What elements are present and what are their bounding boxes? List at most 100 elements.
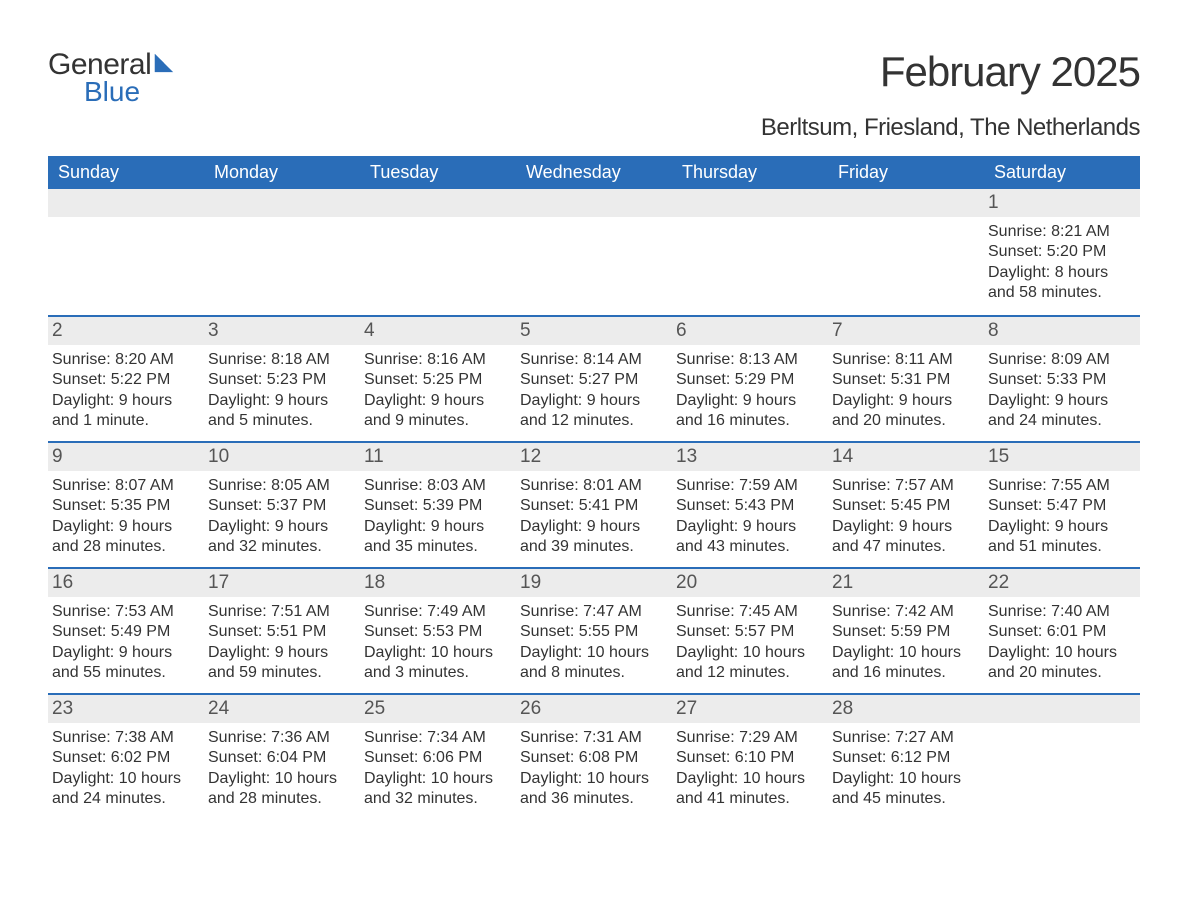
sunset-line: Sunset: 5:25 PM [364,370,510,390]
day-header: Friday [828,156,984,189]
sunset-line: Sunset: 5:57 PM [676,622,822,642]
day-body: Sunrise: 8:18 AMSunset: 5:23 PMDaylight:… [204,345,360,432]
day-body: Sunrise: 7:49 AMSunset: 5:53 PMDaylight:… [360,597,516,684]
calendar-cell: 9Sunrise: 8:07 AMSunset: 5:35 PMDaylight… [48,441,204,567]
calendar-cell: 4Sunrise: 8:16 AMSunset: 5:25 PMDaylight… [360,315,516,441]
sunrise-line: Sunrise: 8:20 AM [52,350,198,370]
calendar-cell [48,189,204,315]
daylight-line: Daylight: 9 hours and 5 minutes. [208,391,354,432]
daylight-line: Daylight: 9 hours and 28 minutes. [52,517,198,558]
calendar-cell: 26Sunrise: 7:31 AMSunset: 6:08 PMDayligh… [516,693,672,819]
calendar-cell: 18Sunrise: 7:49 AMSunset: 5:53 PMDayligh… [360,567,516,693]
sunset-line: Sunset: 5:53 PM [364,622,510,642]
logo: General Blue [48,48,175,108]
daylight-line: Daylight: 8 hours and 58 minutes. [988,263,1134,304]
day-body: Sunrise: 7:29 AMSunset: 6:10 PMDaylight:… [672,723,828,810]
sunrise-line: Sunrise: 7:38 AM [52,728,198,748]
day-body: Sunrise: 8:09 AMSunset: 5:33 PMDaylight:… [984,345,1140,432]
calendar-cell: 19Sunrise: 7:47 AMSunset: 5:55 PMDayligh… [516,567,672,693]
calendar-cell [672,189,828,315]
day-header: Tuesday [360,156,516,189]
calendar-cell [984,693,1140,819]
day-number [204,189,360,217]
sunrise-line: Sunrise: 7:34 AM [364,728,510,748]
calendar-cell: 12Sunrise: 8:01 AMSunset: 5:41 PMDayligh… [516,441,672,567]
sunset-line: Sunset: 6:10 PM [676,748,822,768]
calendar-cell: 5Sunrise: 8:14 AMSunset: 5:27 PMDaylight… [516,315,672,441]
calendar-cell: 21Sunrise: 7:42 AMSunset: 5:59 PMDayligh… [828,567,984,693]
daylight-line: Daylight: 10 hours and 24 minutes. [52,769,198,810]
day-body: Sunrise: 8:11 AMSunset: 5:31 PMDaylight:… [828,345,984,432]
daylight-line: Daylight: 10 hours and 45 minutes. [832,769,978,810]
sunset-line: Sunset: 6:04 PM [208,748,354,768]
daylight-line: Daylight: 9 hours and 20 minutes. [832,391,978,432]
daylight-line: Daylight: 9 hours and 1 minute. [52,391,198,432]
daylight-line: Daylight: 10 hours and 28 minutes. [208,769,354,810]
calendar-cell: 10Sunrise: 8:05 AMSunset: 5:37 PMDayligh… [204,441,360,567]
calendar-table: SundayMondayTuesdayWednesdayThursdayFrid… [48,156,1140,819]
day-number: 10 [204,443,360,471]
daylight-line: Daylight: 9 hours and 35 minutes. [364,517,510,558]
day-body: Sunrise: 7:55 AMSunset: 5:47 PMDaylight:… [984,471,1140,558]
day-body: Sunrise: 8:07 AMSunset: 5:35 PMDaylight:… [48,471,204,558]
sunset-line: Sunset: 5:22 PM [52,370,198,390]
daylight-line: Daylight: 9 hours and 24 minutes. [988,391,1134,432]
header: General Blue February 2025 Berltsum, Fri… [48,48,1140,142]
daylight-line: Daylight: 10 hours and 36 minutes. [520,769,666,810]
sunrise-line: Sunrise: 8:18 AM [208,350,354,370]
sunrise-line: Sunrise: 8:05 AM [208,476,354,496]
day-number: 28 [828,695,984,723]
logo-text-blue: Blue [84,76,175,108]
day-number: 5 [516,317,672,345]
calendar-cell: 28Sunrise: 7:27 AMSunset: 6:12 PMDayligh… [828,693,984,819]
day-header: Monday [204,156,360,189]
daylight-line: Daylight: 9 hours and 43 minutes. [676,517,822,558]
daylight-line: Daylight: 9 hours and 55 minutes. [52,643,198,684]
calendar-cell: 1Sunrise: 8:21 AMSunset: 5:20 PMDaylight… [984,189,1140,315]
sunset-line: Sunset: 6:08 PM [520,748,666,768]
day-number [516,189,672,217]
calendar-week: 2Sunrise: 8:20 AMSunset: 5:22 PMDaylight… [48,315,1140,441]
calendar-cell: 11Sunrise: 8:03 AMSunset: 5:39 PMDayligh… [360,441,516,567]
sunrise-line: Sunrise: 7:55 AM [988,476,1134,496]
sunrise-line: Sunrise: 7:27 AM [832,728,978,748]
day-body: Sunrise: 7:47 AMSunset: 5:55 PMDaylight:… [516,597,672,684]
day-number [828,189,984,217]
day-number: 13 [672,443,828,471]
sunrise-line: Sunrise: 8:01 AM [520,476,666,496]
location: Berltsum, Friesland, The Netherlands [761,114,1140,142]
day-header: Saturday [984,156,1140,189]
calendar-cell: 15Sunrise: 7:55 AMSunset: 5:47 PMDayligh… [984,441,1140,567]
sunrise-line: Sunrise: 7:51 AM [208,602,354,622]
sunrise-line: Sunrise: 7:57 AM [832,476,978,496]
calendar-cell: 17Sunrise: 7:51 AMSunset: 5:51 PMDayligh… [204,567,360,693]
day-number: 26 [516,695,672,723]
sunset-line: Sunset: 5:39 PM [364,496,510,516]
day-body: Sunrise: 8:01 AMSunset: 5:41 PMDaylight:… [516,471,672,558]
day-header: Sunday [48,156,204,189]
calendar-cell: 7Sunrise: 8:11 AMSunset: 5:31 PMDaylight… [828,315,984,441]
day-number [360,189,516,217]
calendar-body: 1Sunrise: 8:21 AMSunset: 5:20 PMDaylight… [48,189,1140,819]
calendar-cell: 23Sunrise: 7:38 AMSunset: 6:02 PMDayligh… [48,693,204,819]
day-body: Sunrise: 8:20 AMSunset: 5:22 PMDaylight:… [48,345,204,432]
day-body: Sunrise: 8:05 AMSunset: 5:37 PMDaylight:… [204,471,360,558]
calendar-cell [828,189,984,315]
sunrise-line: Sunrise: 7:42 AM [832,602,978,622]
calendar-cell [516,189,672,315]
day-header: Wednesday [516,156,672,189]
sunset-line: Sunset: 5:41 PM [520,496,666,516]
calendar-cell [204,189,360,315]
calendar-cell: 13Sunrise: 7:59 AMSunset: 5:43 PMDayligh… [672,441,828,567]
day-number: 15 [984,443,1140,471]
day-number [48,189,204,217]
day-header: Thursday [672,156,828,189]
sunset-line: Sunset: 5:31 PM [832,370,978,390]
day-body: Sunrise: 7:59 AMSunset: 5:43 PMDaylight:… [672,471,828,558]
day-body: Sunrise: 8:16 AMSunset: 5:25 PMDaylight:… [360,345,516,432]
day-body: Sunrise: 7:51 AMSunset: 5:51 PMDaylight:… [204,597,360,684]
day-body: Sunrise: 8:21 AMSunset: 5:20 PMDaylight:… [984,217,1140,304]
sunrise-line: Sunrise: 7:45 AM [676,602,822,622]
daylight-line: Daylight: 9 hours and 51 minutes. [988,517,1134,558]
day-number: 17 [204,569,360,597]
